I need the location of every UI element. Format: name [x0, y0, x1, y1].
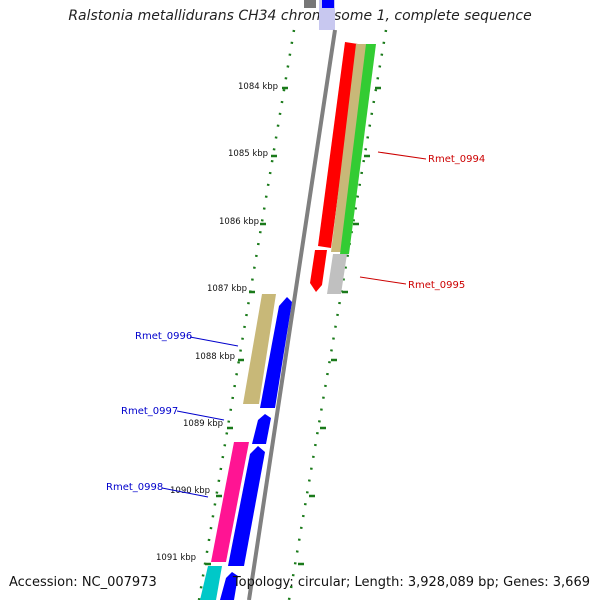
scale-label: 1088 kbp: [195, 352, 235, 362]
rna-feature-green[interactable]: [340, 44, 376, 254]
accession-label: Accession: NC_007973: [9, 575, 157, 590]
leader-rmet-0995: [359, 276, 407, 285]
chromosome-backbone: [247, 29, 337, 600]
scale-label: 1091 kbp: [156, 553, 196, 563]
leader-rmet-0997: [176, 410, 225, 421]
feature-magenta[interactable]: [211, 442, 249, 562]
cds-rmet-0998[interactable]: [228, 446, 265, 566]
major-ticks: [205, 86, 381, 566]
cds-rmet-0997[interactable]: [252, 414, 271, 444]
gene-label-rmet-0998[interactable]: Rmet_0998: [106, 482, 163, 493]
leader-rmet-0998: [161, 487, 209, 498]
cds-rmet-0994[interactable]: [318, 42, 358, 248]
scale-label: 1090 kbp: [170, 486, 210, 496]
cds-bottom-blue[interactable]: [220, 572, 238, 600]
feature-tan-upper[interactable]: [331, 44, 367, 252]
scale-label: 1087 kbp: [207, 284, 247, 294]
feature-cyan[interactable]: [200, 566, 222, 600]
scale-label: 1085 kbp: [228, 149, 268, 159]
feature-tan-lower[interactable]: [243, 294, 276, 404]
scale-track-left: [197, 29, 296, 600]
leader-rmet-0994: [377, 151, 427, 160]
gene-label-rmet-0994[interactable]: Rmet_0994: [428, 154, 485, 165]
scale-label: 1084 kbp: [238, 82, 278, 92]
gene-label-rmet-0996[interactable]: Rmet_0996: [135, 331, 192, 342]
gene-label-rmet-0997[interactable]: Rmet_0997: [121, 406, 178, 417]
cds-rmet-0996[interactable]: [260, 297, 292, 408]
topology-label: Topology: circular; Length: 3,928,089 bp…: [232, 575, 590, 590]
scale-track-right: [287, 29, 388, 600]
feature-top-blue: [322, 0, 334, 8]
scale-label: 1086 kbp: [219, 217, 259, 227]
feature-top-gray: [304, 0, 316, 8]
leader-rmet-0996: [189, 336, 239, 347]
cds-rmet-0995[interactable]: [310, 250, 327, 292]
map-title: Ralstonia metallidurans CH34 chromosome …: [68, 8, 532, 24]
scale-label: 1089 kbp: [183, 419, 223, 429]
feature-gray[interactable]: [327, 254, 347, 294]
gene-label-rmet-0995[interactable]: Rmet_0995: [408, 280, 465, 291]
